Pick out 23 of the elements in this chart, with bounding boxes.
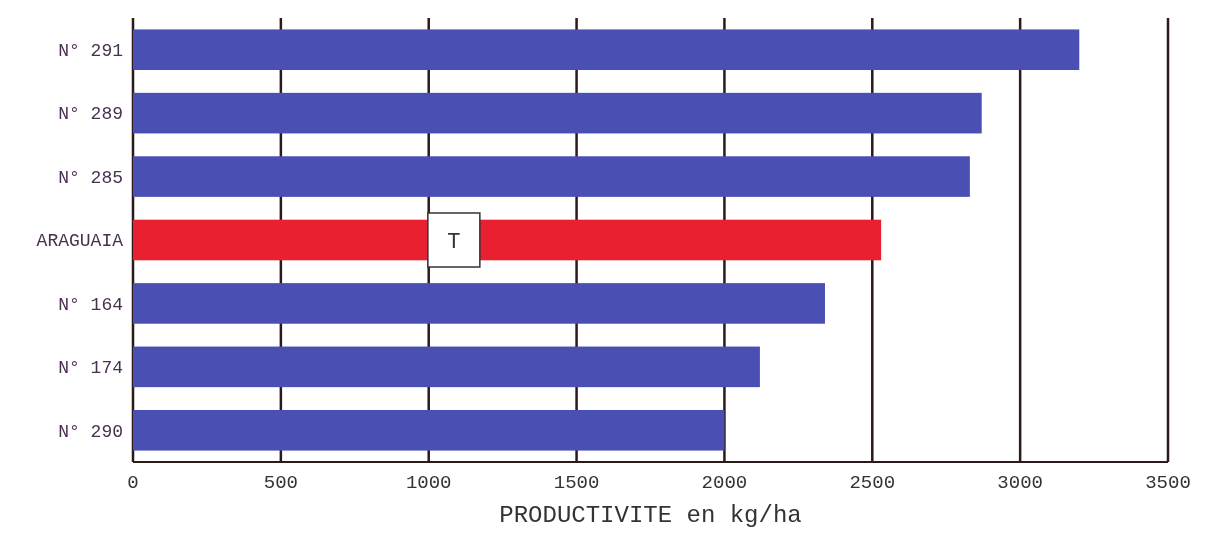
bar	[133, 283, 825, 324]
y-tick-label: N° 289	[58, 104, 123, 125]
x-tick-label: 1500	[553, 472, 600, 494]
bar	[133, 409, 725, 451]
x-tick-label: 2500	[849, 472, 896, 494]
y-tick-label: N° 285	[58, 167, 123, 188]
x-tick-label: 0	[127, 472, 139, 494]
x-tick-label: 2000	[701, 472, 748, 494]
bar	[133, 346, 760, 388]
bar	[133, 92, 982, 134]
bar	[133, 29, 1080, 71]
x-axis-title: PRODUCTIVITE en kg/ha	[499, 502, 802, 529]
x-tick-label: 1000	[405, 472, 452, 494]
annotation: T	[447, 229, 461, 255]
y-tick-label: N° 164	[58, 294, 123, 315]
y-tick-label: ARAGUAIA	[36, 231, 124, 252]
x-tick-label: 500	[263, 472, 298, 494]
y-tick-label: N° 291	[58, 41, 123, 62]
x-tick-label: 3500	[1145, 472, 1191, 494]
y-tick-label: N° 290	[58, 421, 123, 442]
y-tick-label: N° 174	[58, 358, 123, 379]
bar	[133, 156, 970, 197]
x-tick-label: 3000	[997, 472, 1043, 494]
